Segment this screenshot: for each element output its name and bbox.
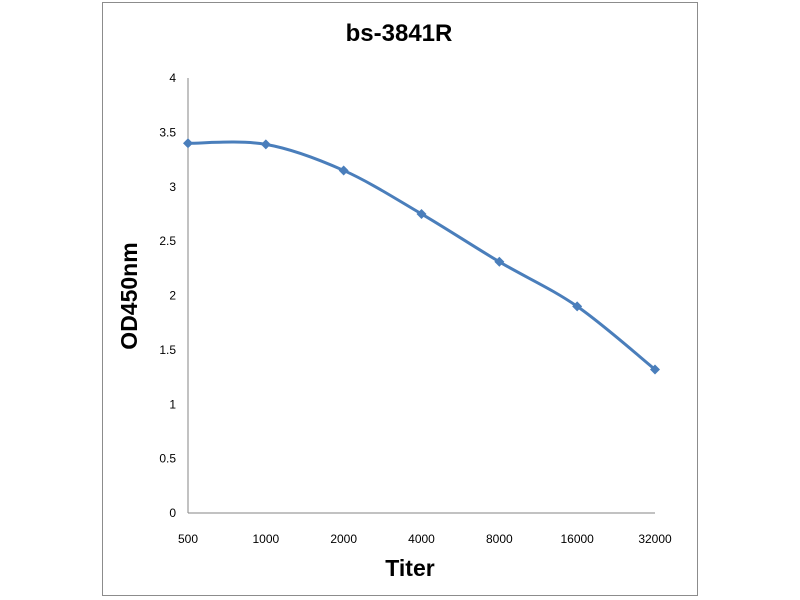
- data-point-marker: [650, 364, 660, 375]
- y-tick-label: 2: [169, 289, 176, 303]
- x-tick-label: 8000: [486, 532, 513, 546]
- x-tick-label: 32000: [638, 532, 672, 546]
- x-tick-label: 1000: [252, 532, 279, 546]
- y-tick-label: 3.5: [159, 125, 176, 139]
- y-tick-label: 4: [169, 71, 176, 85]
- x-tick-label: 16000: [560, 532, 594, 546]
- data-point-marker: [260, 139, 271, 150]
- x-tick-label: 4000: [408, 532, 435, 546]
- x-axis-title: Titer: [385, 555, 434, 581]
- y-tick-label: 2.5: [159, 234, 176, 248]
- data-point-marker: [572, 301, 583, 312]
- data-point-marker: [183, 138, 193, 149]
- x-tick-labels: 500 1000 2000 4000 8000 16000 32000: [178, 532, 672, 546]
- data-point-marker: [416, 208, 427, 219]
- y-tick-label: 1.5: [159, 343, 176, 357]
- y-axis-title: OD450nm: [116, 242, 142, 349]
- chart-frame: [102, 2, 698, 596]
- series-line: [187, 140, 656, 371]
- chart-title: bs-3841R: [346, 20, 453, 47]
- y-tick-label: 1: [169, 397, 176, 411]
- x-tick-label: 2000: [330, 532, 357, 546]
- data-point-marker: [494, 256, 505, 267]
- y-tick-label: 0: [169, 506, 176, 520]
- y-tick-label: 0.5: [159, 452, 176, 466]
- data-point-marker: [338, 165, 349, 176]
- y-tick-label: 3: [169, 180, 176, 194]
- y-tick-labels: 0 0.5 1 1.5 2 2.5 3 3.5 4: [159, 71, 176, 520]
- series-layer: [183, 138, 660, 375]
- x-tick-label: 500: [178, 532, 198, 546]
